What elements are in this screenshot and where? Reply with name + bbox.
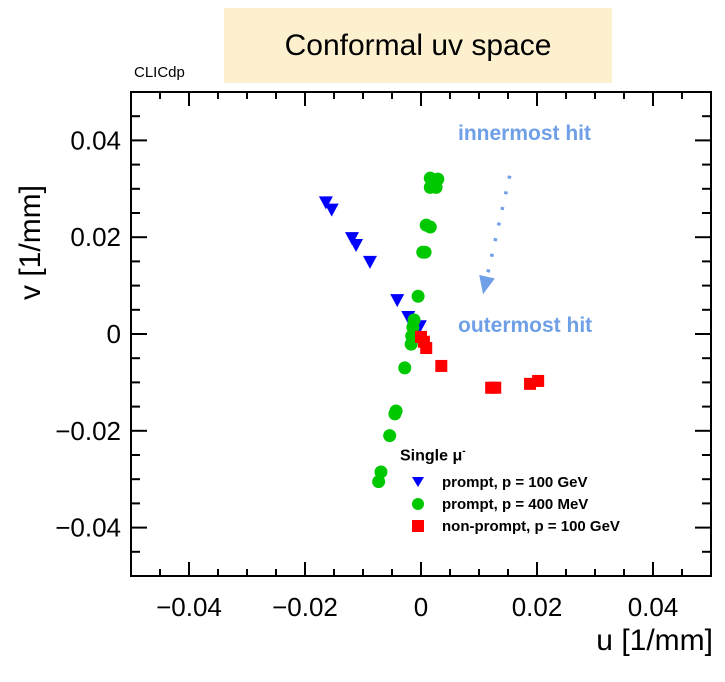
legend-entry: non-prompt, p = 100 GeV — [400, 515, 620, 537]
x-tick-label: 0.04 — [628, 592, 679, 622]
square-point — [489, 381, 502, 394]
x-tick-label: −0.02 — [272, 592, 338, 622]
arrow-head — [479, 274, 495, 295]
axes — [130, 91, 712, 577]
chart-title: Conformal uv space — [224, 8, 612, 83]
collaboration-label: CLICdp — [134, 64, 185, 81]
circle-point — [423, 220, 437, 234]
tick-labels: −0.04 −0.02 0 0.02 0.04 −0.04 −0.02 0 0.02 0.04 — [55, 125, 678, 622]
legend-header: Single μ- — [400, 446, 620, 465]
y-axis-label: v [1/mm] — [14, 184, 47, 300]
triangle-point — [324, 203, 339, 217]
circle-marker-icon — [408, 497, 428, 511]
triangle-point — [344, 232, 359, 246]
circle-point — [404, 337, 418, 351]
circle-point — [429, 180, 443, 194]
circle-point — [372, 475, 386, 489]
triangle-down-marker-icon — [408, 476, 428, 488]
y-tick-label: 0 — [107, 319, 121, 349]
circle-point — [383, 429, 397, 443]
outermost-hit-annotation: outermost hit — [458, 314, 593, 337]
legend-entry: prompt, p = 400 MeV — [400, 493, 620, 515]
legend-label: prompt, p = 400 MeV — [442, 495, 589, 513]
y-tick-label: −0.04 — [55, 513, 121, 543]
legend-entry: prompt, p = 100 GeV — [400, 471, 620, 493]
x-tick-label: −0.04 — [156, 592, 222, 622]
triangle-point — [362, 255, 377, 269]
triangle-point — [349, 238, 364, 252]
legend-header-sup: - — [462, 446, 466, 457]
data-points — [318, 171, 545, 489]
legend-label: non-prompt, p = 100 GeV — [442, 517, 620, 535]
square-point — [420, 342, 433, 355]
legend: Single μ- prompt, p = 100 GeV prompt, p … — [400, 446, 620, 537]
square-marker-icon — [408, 519, 428, 533]
y-tick-label: 0.02 — [70, 222, 121, 252]
circle-point — [398, 361, 412, 375]
square-point — [532, 374, 545, 387]
arrow-shaft — [485, 175, 512, 278]
innermost-hit-annotation: innermost hit — [458, 122, 592, 145]
y-tick-label: −0.02 — [55, 416, 121, 446]
direction-arrow — [479, 175, 512, 295]
circle-point — [411, 289, 425, 303]
y-tick-label: 0.04 — [70, 125, 121, 155]
triangle-point — [318, 196, 333, 210]
x-tick-label: 0 — [414, 592, 428, 622]
x-axis-label: u [1/mm] — [596, 624, 713, 657]
legend-header-text: Single μ — [400, 447, 463, 465]
circle-point — [388, 407, 402, 421]
square-point — [435, 359, 448, 372]
legend-label: prompt, p = 100 GeV — [442, 473, 588, 491]
circle-point — [416, 245, 430, 259]
x-tick-label: 0.02 — [512, 592, 563, 622]
triangle-point — [390, 294, 405, 308]
